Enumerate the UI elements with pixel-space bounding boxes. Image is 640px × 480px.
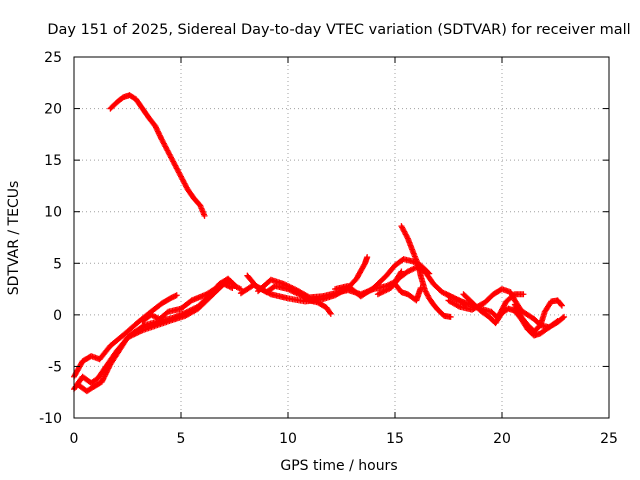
data-point (520, 291, 527, 298)
y-tick-label: -10 (39, 411, 62, 427)
data-point (561, 313, 568, 320)
data-point (100, 376, 107, 383)
data-point (101, 373, 108, 380)
data-points (71, 92, 568, 395)
data-point (553, 318, 560, 325)
data-point (102, 372, 109, 379)
y-tick-label: 25 (44, 50, 62, 66)
data-point (327, 310, 334, 317)
y-tick-label: 0 (53, 308, 62, 324)
data-point (554, 318, 561, 325)
plot-frame (73, 56, 610, 419)
grid-lines (74, 57, 609, 418)
data-point (229, 285, 236, 292)
data-point (106, 364, 113, 371)
data-point (173, 292, 180, 299)
data-point (104, 366, 111, 373)
data-point (105, 365, 112, 372)
data-point (201, 212, 208, 219)
series-satellite-arc-g (237, 254, 371, 305)
data-point (417, 285, 424, 292)
y-tick-label: 20 (44, 102, 62, 118)
data-point (559, 314, 566, 321)
chart-title: Day 151 of 2025, Sidereal Day-to-day VTE… (47, 22, 630, 38)
data-point (103, 369, 110, 376)
series-satellite-arc-k (392, 280, 424, 304)
x-tick-label: 0 (70, 431, 79, 447)
y-tick-label: 5 (53, 256, 62, 272)
data-point (100, 374, 107, 381)
x-axis-label: GPS time / hours (280, 458, 397, 474)
data-point (99, 377, 106, 384)
x-tick-label: 25 (600, 431, 618, 447)
series-satellite-arc-o (511, 297, 565, 335)
series-satellite-arc-high (107, 92, 208, 219)
data-point (266, 290, 273, 297)
data-point (98, 378, 105, 385)
data-point (102, 370, 109, 377)
data-point (364, 254, 371, 261)
data-point (104, 368, 111, 375)
x-tick-label: 5 (177, 431, 186, 447)
y-tick-label: -5 (48, 359, 62, 375)
x-tick-label: 15 (386, 431, 404, 447)
axis-ticks: 0 5 10 15 20 25 -10 -5 0 5 10 15 20 25 (39, 50, 618, 447)
y-tick-label: 15 (44, 153, 62, 169)
x-tick-label: 20 (493, 431, 511, 447)
data-point (558, 302, 565, 309)
series-satellite-arc-a (71, 292, 180, 380)
y-tick-label: 10 (44, 205, 62, 221)
x-tick-label: 10 (279, 431, 297, 447)
y-axis-label: SDTVAR / TECUs (6, 181, 22, 296)
data-point (326, 309, 333, 316)
data-point (454, 302, 461, 309)
data-point (558, 301, 565, 308)
data-point (447, 313, 454, 320)
series-satellite-arc-d (139, 277, 244, 325)
